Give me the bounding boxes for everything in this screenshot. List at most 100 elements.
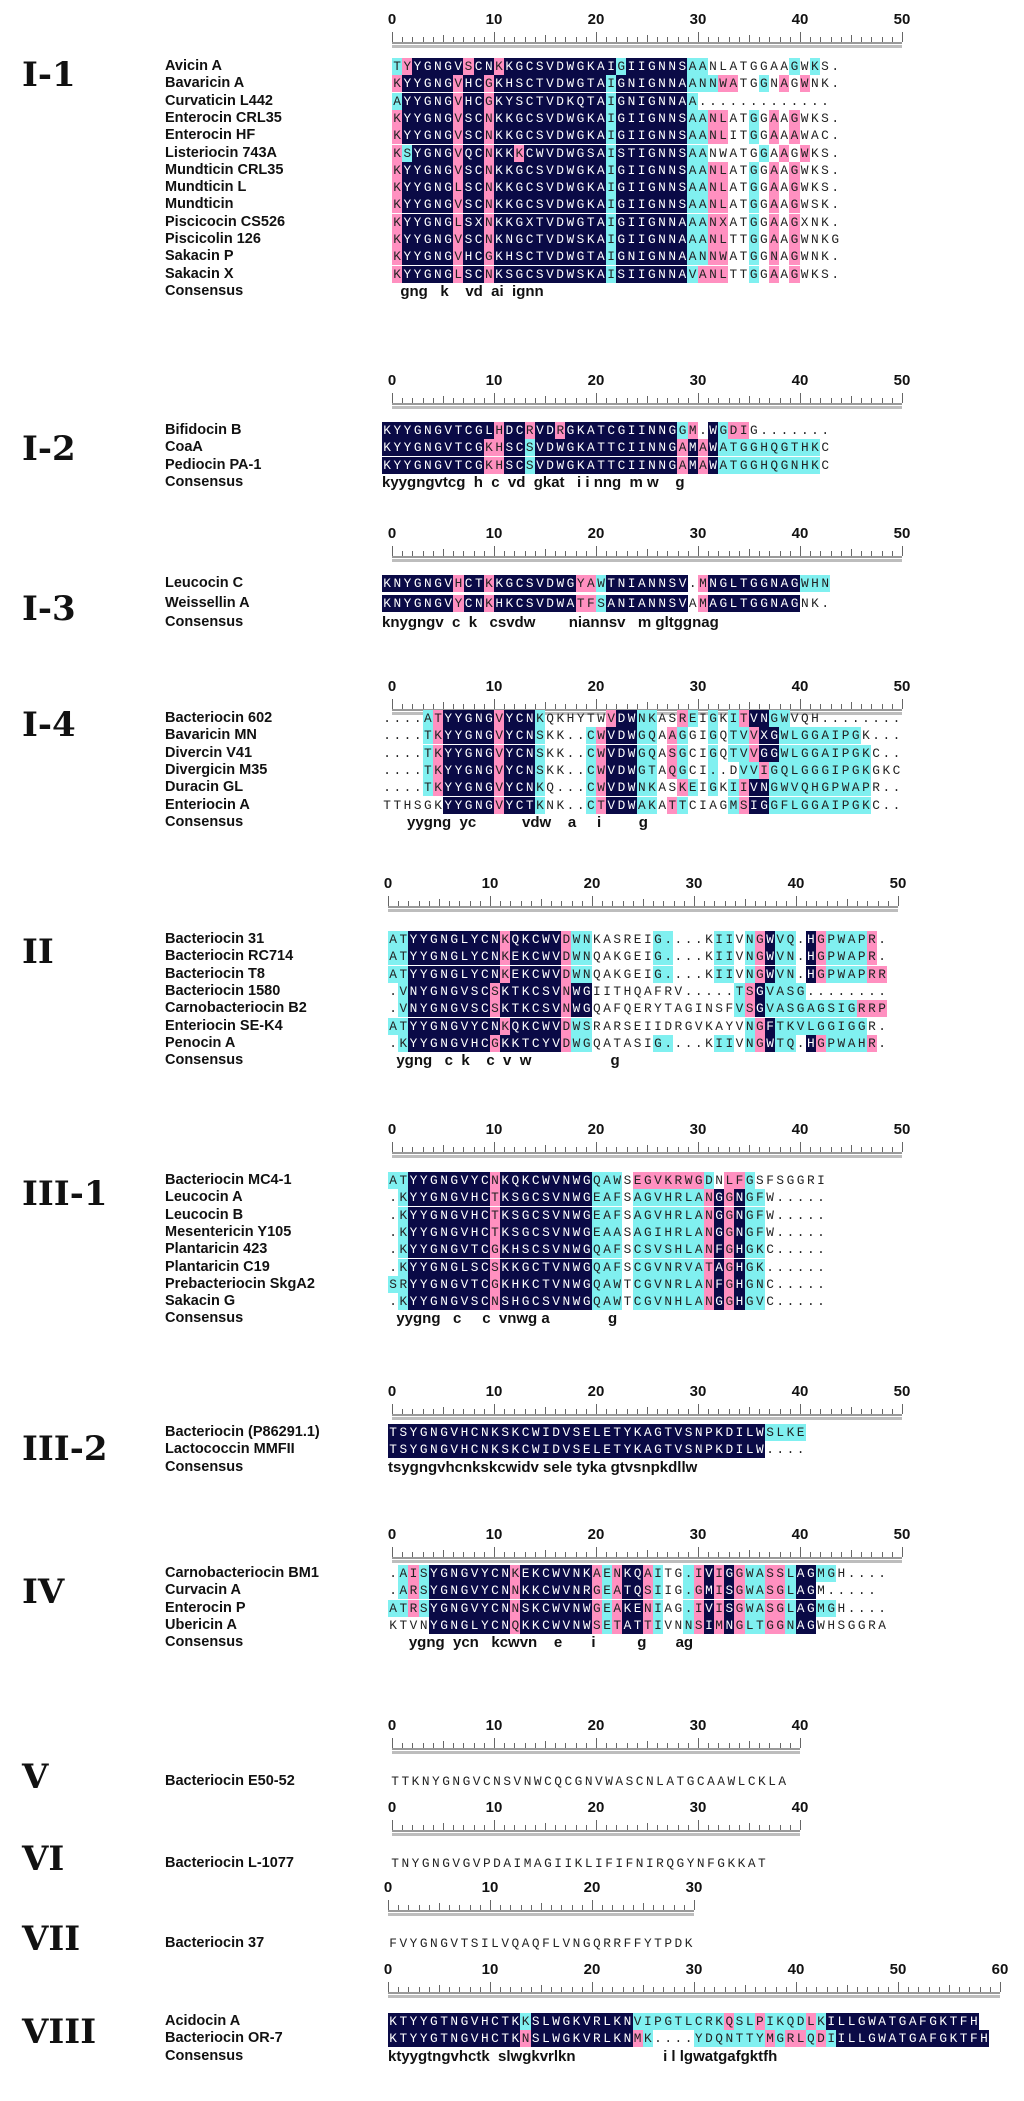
residue: N [622,2013,633,2030]
residue: G [667,456,678,474]
residue: K [737,1856,746,1871]
group-i-2-ruler-tick [432,398,434,403]
residue: C [688,745,697,761]
residue: A [687,213,698,231]
residue: S [510,1189,521,1207]
residue: L [744,1424,755,1441]
residue: G [769,727,780,745]
group-i-3-ruler-tick [616,551,618,556]
residue: T [739,266,748,282]
consensus-label: Consensus [165,282,244,299]
residue: G [779,456,790,474]
consensus-sequence: yygng c c vnwg a g [388,1310,618,1328]
residue: . [868,1600,876,1616]
group-v-ruler-tick [392,1738,393,1748]
residue: Y [408,1258,419,1276]
residue: . [857,1600,866,1616]
residue: Q [591,1241,602,1259]
residue: G [428,965,439,983]
residue: Y [412,161,423,179]
residue: V [551,1206,562,1224]
residue: C [585,779,596,797]
group-v-ruler-tick [463,1743,465,1748]
residue: Q [785,2013,796,2030]
residue: I [636,127,647,145]
residue: R [656,1856,664,1871]
residue: Y [418,1000,429,1018]
residue: V [606,710,617,727]
group-i-2-ruler-tick [504,398,506,403]
residue: L [591,1441,602,1459]
residue: D [616,796,627,814]
group-iii-1-ruler-tick [810,1147,812,1152]
residue: A [780,128,789,144]
residue: Y [418,1172,429,1189]
group-vi-ruler-tick [392,1820,393,1830]
group-iv-ruler-tick [810,1552,812,1557]
group-vi-ruler-tick [779,1825,781,1830]
residue: T [585,92,596,110]
residue: C [514,727,525,745]
residue: N [422,439,433,457]
residue: C [524,161,535,179]
residue: C [514,796,525,814]
residue: V [795,1017,806,1035]
sequence-name: Sakacin G [165,1293,236,1310]
residue: K [504,179,515,197]
residue: . [786,1442,795,1458]
group-viii-ruler-tick [887,1987,889,1992]
residue: I [636,179,647,197]
group-v-ruler-tick [422,1743,424,1748]
group-viii-ruler-tick [551,1987,553,1992]
group-vi-ruler-number: 20 [587,1799,605,1816]
residue: K [810,266,819,282]
group-ii-ruler-tick [663,901,665,906]
residue: . [786,1294,795,1310]
residue: I [540,1441,551,1459]
residue: W [597,711,605,726]
residue: . [882,780,891,796]
residue: M [714,1616,725,1634]
residue: F [714,1241,725,1259]
residue: K [493,196,505,214]
group-ii-ruler-tick [551,901,553,906]
residue: N [449,1565,460,1582]
residue: G [428,1000,439,1018]
residue: S [418,1582,429,1600]
residue: A [747,1856,756,1871]
residue: G [749,76,758,92]
residue: W [534,144,545,162]
residue: . [389,1259,397,1275]
residue: A [775,1000,786,1018]
residue: G [754,948,765,966]
group-v-ruler-tick [596,1738,597,1748]
residue: A [595,213,606,231]
group-iii-2-ruler-tick [392,1404,393,1414]
group-vi-ruler-tick [412,1825,414,1830]
group-i-1-ruler-tick [443,35,444,42]
residue: V [459,1000,470,1018]
residue: S [534,761,545,779]
residue: T [534,213,545,231]
residue: A [642,1424,653,1441]
group-iii-1-ruler-tick [636,1147,638,1152]
residue: H [734,1258,745,1276]
residue: V [551,1034,562,1052]
residue: N [438,948,450,966]
group-iii-2-ruler-tick [738,1409,740,1414]
residue: G [442,231,454,248]
residue: V [551,1000,562,1018]
residue: C [520,1441,531,1459]
group-viii-ruler-tick [867,1987,869,1992]
sequence-name: Plantaricin C19 [165,1258,270,1275]
group-iii-1-ruler-tick [779,1147,781,1152]
group-vi-ruler-tick [514,1825,516,1830]
residue: V [453,161,464,179]
group-iii-2-ruler-tick [647,1407,648,1414]
group-v-ruler-tick [412,1743,414,1748]
residue: G [748,248,759,266]
residue: G [769,744,780,762]
group-vii-ruler-number: 10 [481,1879,499,1896]
